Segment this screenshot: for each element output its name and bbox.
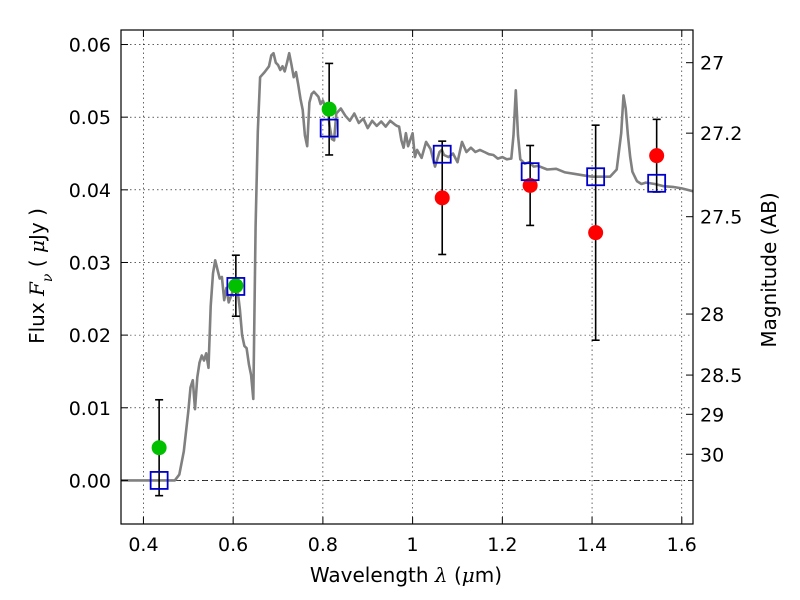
mag-tick-label: 28.5	[700, 365, 742, 387]
y-tick-label: 0.02	[69, 325, 111, 347]
low-significance-point	[434, 190, 450, 206]
model-point	[226, 277, 246, 296]
errorbar-layer	[155, 62, 661, 497]
mag-tick-label: 29	[700, 404, 724, 426]
detection-point	[321, 101, 337, 117]
x-axis-label: Wavelength λ (μm)	[310, 563, 502, 587]
mag-tick-label: 27.5	[700, 207, 742, 229]
y-tick-label: 0.03	[69, 252, 111, 274]
x-tick-label: 1.4	[577, 534, 607, 556]
model-point	[586, 167, 606, 187]
model-point	[432, 144, 452, 164]
y2-axis-label: Magnitude (AB)	[757, 192, 781, 347]
low-significance-point	[522, 177, 538, 193]
y-tick-label: 0.06	[69, 35, 111, 57]
x-tick-label: 1.6	[667, 534, 697, 556]
plot-frame	[120, 29, 694, 525]
y-tick-label: 0.05	[69, 107, 111, 129]
y-axis-label: Flux Fν ( μJy )	[25, 208, 56, 344]
mag-tick-label: 28	[700, 304, 724, 326]
mag-tick-label: 27.2	[700, 123, 742, 145]
y-tick-label: 0.00	[69, 470, 111, 492]
low-significance-point	[649, 148, 665, 164]
x-tick-label: 0.6	[218, 534, 248, 556]
detection-point	[228, 278, 244, 294]
y-tick-label: 0.01	[69, 398, 111, 420]
x-tick-label: 1	[407, 534, 419, 556]
model-point	[520, 162, 540, 182]
mag-tick-label: 30	[700, 444, 724, 466]
model-point	[319, 118, 339, 138]
y-tick-label: 0.04	[69, 180, 111, 202]
x-tick-label: 0.8	[308, 534, 338, 556]
model-point	[149, 471, 169, 490]
detection-point	[151, 440, 167, 456]
marker-layer	[149, 101, 667, 490]
grid-layer	[121, 30, 693, 524]
mag-tick-label: 27	[700, 53, 724, 75]
low-significance-point	[588, 225, 604, 241]
x-tick-label: 0.4	[128, 534, 158, 556]
model-point	[647, 173, 667, 193]
x-tick-label: 1.2	[487, 534, 517, 556]
tick-layer: 0.4 0.6 0.8 1 1.2 1.4 1.6 0.00 0.01 0.02 0.03 0.04 0…	[69, 30, 742, 556]
